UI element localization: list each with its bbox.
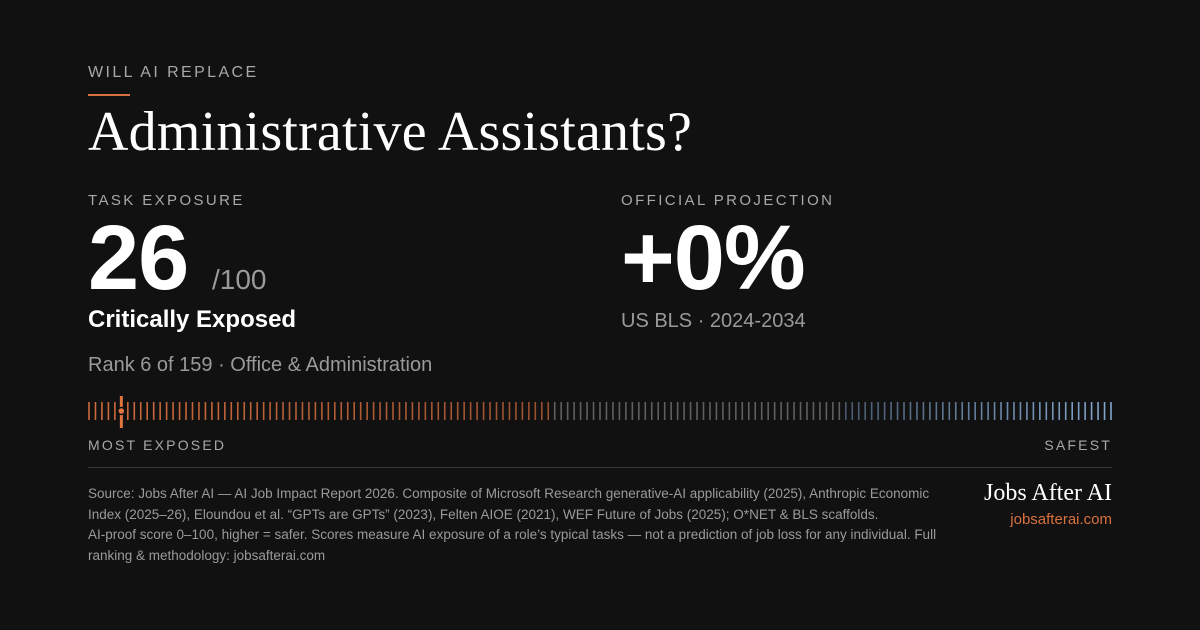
task-exposure-score: 26 <box>88 207 189 309</box>
exposure-scale <box>88 396 1112 428</box>
source-footnote: Source: Jobs After AI — AI Job Impact Re… <box>88 484 938 566</box>
footnote-disclaimer: AI-proof score 0–100, higher = safer. Sc… <box>88 527 937 563</box>
accent-rule <box>88 94 130 96</box>
brand-block: Jobs After AI jobsafterai.com <box>984 480 1112 528</box>
exposure-verdict: Critically Exposed <box>88 306 297 333</box>
rank-text: Rank 6 of 159 · Office & Administration <box>88 354 433 376</box>
scale-left-label: MOST EXPOSED <box>88 437 227 453</box>
footnote-source: Source: Jobs After AI — AI Job Impact Re… <box>88 486 930 522</box>
projection-label: OFFICIAL PROJECTION <box>621 192 835 209</box>
brand-name: Jobs After AI <box>984 480 1112 506</box>
scale-right-label: SAFEST <box>1044 437 1112 453</box>
task-exposure-label: TASK EXPOSURE <box>88 192 245 209</box>
brand-url[interactable]: jobsafterai.com <box>1010 511 1112 528</box>
score-out-of: /100 <box>212 264 267 295</box>
divider <box>88 467 1112 468</box>
kicker-text: WILL AI REPLACE <box>88 64 259 81</box>
rank-marker-dot <box>117 406 126 416</box>
page-title: Administrative Assistants? <box>88 101 693 163</box>
projection-value: +0% <box>621 207 806 309</box>
projection-source: US BLS · 2024-2034 <box>621 310 806 332</box>
